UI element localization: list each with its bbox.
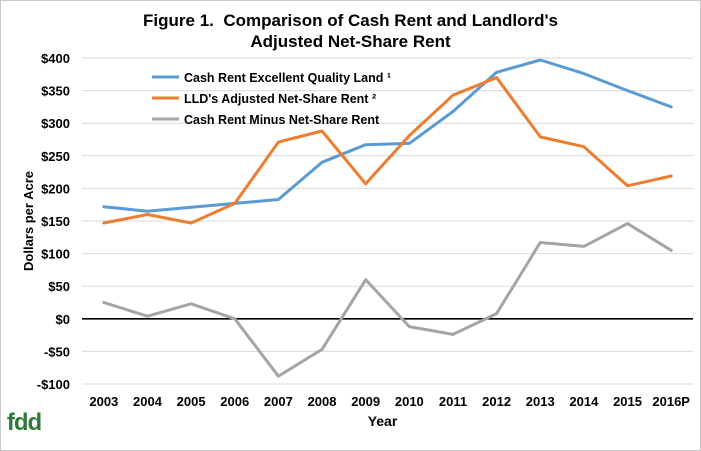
y-tick-label: $50 [48, 279, 70, 294]
y-tick-label: $100 [41, 247, 70, 262]
y-tick-label: -$50 [44, 344, 70, 359]
x-axis-title: Year [368, 413, 398, 429]
y-tick-label: $150 [41, 214, 70, 229]
legend-label: Cash Rent Excellent Quality Land ¹ [184, 71, 391, 85]
x-tick-label: 2015 [613, 394, 642, 409]
series-line-2 [102, 76, 673, 225]
fdd-logo-text: fdd [6, 409, 42, 436]
chart-title: Figure 1. Comparison of Cash Rent and La… [0, 10, 701, 52]
legend-label: Cash Rent Minus Net-Share Rent [184, 113, 380, 127]
x-tick-label: 2011 [439, 394, 467, 409]
x-tick-label: 2009 [351, 394, 380, 409]
series-line-1 [102, 58, 673, 213]
x-tick-label: 2008 [308, 394, 337, 409]
y-tick-label: $400 [41, 51, 70, 66]
x-tick-label: 2016P [652, 394, 690, 409]
x-tick-label: 2013 [526, 394, 555, 409]
chart-title-line-1: Figure 1. Comparison of Cash Rent and La… [143, 11, 558, 30]
y-tick-label: $200 [41, 181, 70, 196]
y-axis-title: Dollars per Acre [21, 171, 36, 271]
series-line-3 [102, 222, 673, 378]
x-tick-label: 2007 [264, 394, 293, 409]
x-tick-label: 2004 [133, 394, 163, 409]
y-tick-label: $0 [56, 312, 70, 327]
legend-label: LLD's Adjusted Net-Share Rent ² [184, 92, 376, 106]
x-tick-label: 2005 [177, 394, 206, 409]
y-tick-label: $350 [41, 84, 70, 99]
x-tick-label: 2010 [395, 394, 424, 409]
x-tick-label: 2003 [89, 394, 118, 409]
fdd-logo: fdd [3, 408, 45, 442]
x-tick-label: 2014 [569, 394, 599, 409]
chart-title-line-2: Adjusted Net-Share Rent [250, 32, 451, 51]
y-tick-label: $300 [41, 116, 70, 131]
x-tick-label: 2006 [220, 394, 249, 409]
y-tick-label: $250 [41, 149, 70, 164]
x-tick-label: 2012 [482, 394, 511, 409]
y-tick-label: -$100 [37, 377, 70, 392]
